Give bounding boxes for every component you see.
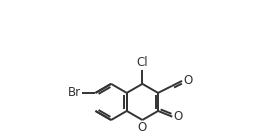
Text: O: O	[183, 74, 193, 87]
Text: Cl: Cl	[136, 56, 148, 69]
Text: O: O	[174, 110, 183, 123]
Text: O: O	[138, 121, 147, 134]
Text: Br: Br	[68, 86, 81, 99]
